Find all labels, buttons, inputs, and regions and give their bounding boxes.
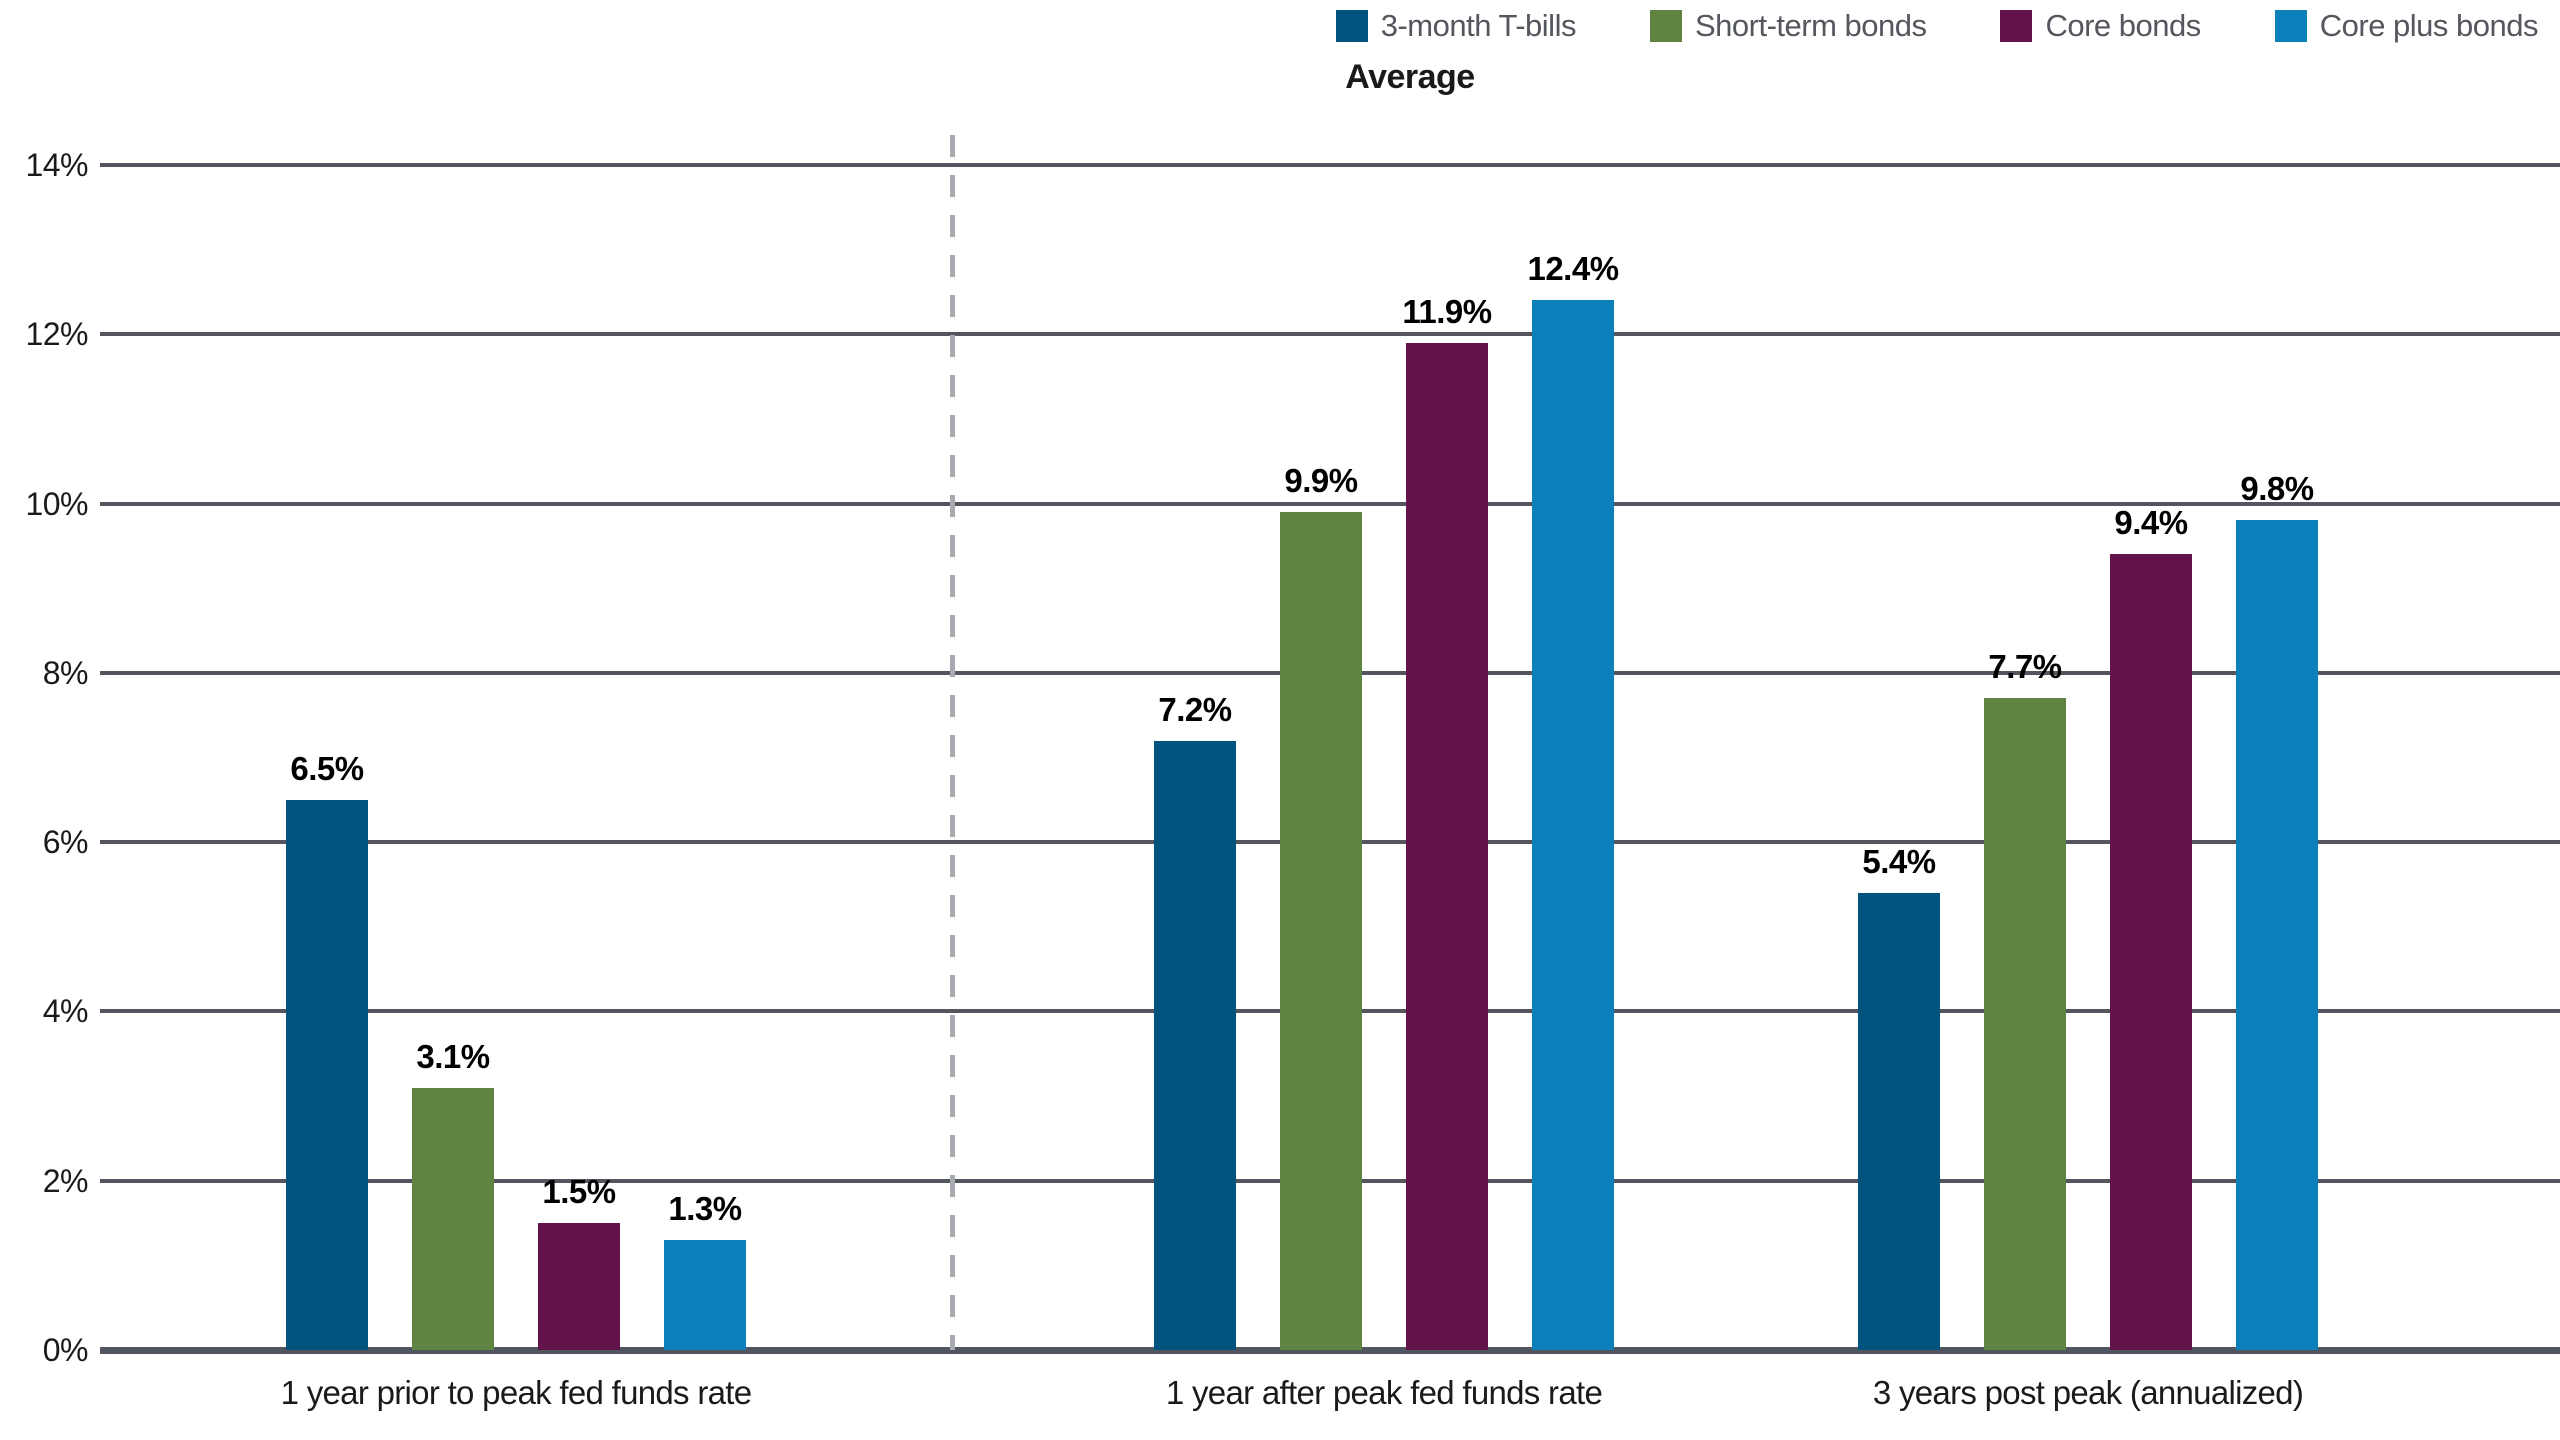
gridline	[100, 332, 2560, 337]
y-axis-tick-label: 10%	[25, 485, 88, 522]
bar-value-label: 3.1%	[416, 1038, 490, 1075]
bar-value-label: 9.9%	[1284, 462, 1358, 499]
bar-value-label: 1.5%	[542, 1173, 616, 1210]
dashed-separator	[950, 135, 955, 1350]
legend-swatch-icon	[2000, 10, 2033, 42]
legend-swatch-icon	[1649, 10, 1682, 42]
legend-label: Core plus bonds	[2319, 8, 2539, 43]
bar-value-label: 5.4%	[1862, 843, 1936, 880]
y-axis-tick-label: 6%	[42, 824, 89, 861]
bar	[1858, 893, 1940, 1350]
legend-item: 3-month T-bills	[1335, 8, 1577, 44]
legend-swatch-icon	[2274, 10, 2307, 42]
bar-value-label: 7.7%	[1988, 648, 2062, 685]
bar	[664, 1240, 746, 1350]
bar-value-label: 12.4%	[1527, 250, 1619, 287]
legend-label: 3-month T-bills	[1380, 8, 1577, 43]
bar-value-label: 9.4%	[2114, 504, 2188, 541]
bar	[538, 1223, 620, 1350]
y-axis-tick-label: 0%	[42, 1332, 89, 1368]
plot-area	[100, 163, 2560, 1354]
bar	[286, 800, 368, 1350]
bar	[2110, 554, 2192, 1350]
bar	[2236, 520, 2318, 1350]
y-axis-tick-label: 14%	[25, 147, 88, 183]
bar-value-label: 9.8%	[2240, 470, 2314, 507]
x-axis-category-label: 3 years post peak (annualized)	[1872, 1374, 2304, 1411]
x-axis-line	[100, 1347, 2560, 1354]
bar	[1154, 741, 1236, 1350]
legend: 3-month T-bills Short-term bonds Core bond…	[1335, 8, 2539, 44]
bar	[1532, 300, 1614, 1350]
bar-value-label: 1.3%	[668, 1190, 742, 1227]
gridline	[100, 501, 2560, 506]
y-axis-tick-label: 4%	[42, 993, 89, 1030]
x-axis-category-label: 1 year prior to peak fed funds rate	[280, 1374, 752, 1411]
bar	[1406, 343, 1488, 1350]
legend-item: Short-term bonds	[1649, 8, 1927, 44]
legend-item: Core bonds	[2000, 8, 2201, 44]
y-axis-tick-label: 8%	[42, 654, 89, 691]
bar	[412, 1088, 494, 1350]
legend-label: Short-term bonds	[1694, 8, 1927, 43]
chart-title: Average	[1345, 58, 1475, 96]
legend-swatch-icon	[1335, 10, 1368, 42]
bar-value-label: 7.2%	[1158, 691, 1232, 728]
bar-value-label: 11.9%	[1402, 293, 1492, 330]
bar	[1280, 512, 1362, 1350]
y-axis-tick-label: 2%	[42, 1162, 89, 1199]
bar	[1984, 698, 2066, 1350]
bar-value-label: 6.5%	[290, 750, 364, 787]
legend-item: Core plus bonds	[2274, 8, 2539, 44]
x-axis-category-label: 1 year after peak fed funds rate	[1165, 1374, 1603, 1411]
gridline	[100, 163, 2560, 167]
legend-label: Core bonds	[2045, 8, 2201, 43]
y-axis-tick-label: 12%	[25, 316, 88, 353]
